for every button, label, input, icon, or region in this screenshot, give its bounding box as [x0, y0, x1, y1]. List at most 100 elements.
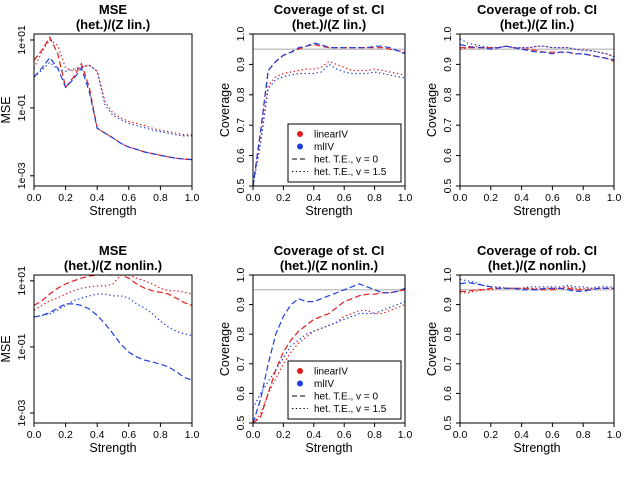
panel-title: MSE — [99, 2, 128, 17]
x-tick-label: 0.4 — [306, 429, 321, 441]
x-tick-label: 0.0 — [246, 429, 261, 441]
panel-title: Coverage of rob. CI — [477, 243, 597, 258]
x-tick-label: 0.2 — [276, 192, 291, 204]
x-tick-label: 0.4 — [90, 429, 105, 441]
y-tick-label: 0.7 — [235, 356, 247, 371]
x-tick-label: 1.0 — [607, 192, 622, 204]
y-tick-label: 0.5 — [235, 179, 247, 194]
legend-box — [287, 360, 402, 420]
y-tick-label: 0.7 — [442, 118, 454, 133]
y-tick-label: 0.7 — [235, 118, 247, 133]
legend-item-label: het. T.E., v = 0 — [314, 155, 378, 166]
y-tick-label: 0.5 — [235, 416, 247, 431]
x-axis-label: Strength — [513, 204, 560, 218]
panel-0: MSE(het.)/(Z lin.)0.0 0.2 0.4 0.6 0.8 1.01e+0… — [0, 2, 199, 218]
y-axis-label: Coverage — [425, 83, 439, 137]
y-tick-label: 1e-01 — [16, 94, 28, 121]
x-axis-label: Strength — [89, 441, 136, 455]
x-tick-label: 0.6 — [121, 192, 136, 204]
series-line-linearIV-v1.5 — [253, 60, 405, 186]
panel-title: Coverage of st. CI — [274, 2, 385, 17]
panel-1: Coverage of st. CI(het.)/(Z lin.) 0.0 0.2 0… — [218, 2, 412, 218]
x-tick-label: 0.6 — [121, 429, 136, 441]
series-line-linearIV-v0 — [34, 36, 192, 161]
x-axis-label: Strength — [305, 441, 352, 455]
x-tick-label: 0.2 — [483, 192, 498, 204]
x-tick-label: 0.8 — [153, 429, 168, 441]
y-tick-label: 0.8 — [235, 327, 247, 342]
x-tick-label: 0.0 — [27, 192, 42, 204]
series-line-linearIV-v1.5 — [460, 286, 614, 294]
x-axis-label: Strength — [89, 204, 136, 218]
series-line-linearIV-v1.5 — [34, 275, 192, 311]
x-tick-label: 0.6 — [545, 429, 560, 441]
x-tick-label: 0.8 — [367, 429, 382, 441]
x-tick-label: 0.0 — [453, 192, 468, 204]
x-tick-label: 0.8 — [367, 192, 382, 204]
y-tick-label: 0.9 — [235, 57, 247, 72]
x-tick-label: 0.0 — [246, 192, 261, 204]
x-tick-label: 0.8 — [576, 192, 591, 204]
panel-subtitle: (het.)/(Z lin.) — [500, 17, 574, 32]
x-tick-label: 0.4 — [514, 192, 529, 204]
x-tick-label: 0.4 — [306, 192, 321, 204]
series-line-linearIV-v0 — [460, 45, 614, 62]
legend-box — [287, 123, 402, 183]
y-tick-label: 0.7 — [442, 356, 454, 371]
series-line-mlIV-v0 — [460, 281, 614, 292]
y-axis-label: Coverage — [218, 322, 232, 376]
series-line-mlIV-v1.5 — [253, 301, 405, 409]
y-tick-label: 0.5 — [442, 179, 454, 194]
panel-subtitle: (het.)/(Z nonlin.) — [64, 258, 162, 273]
y-tick-label: 0.6 — [235, 148, 247, 163]
panel-subtitle: (het.)/(Z lin.) — [76, 17, 150, 32]
series-line-mlIV-v0 — [34, 56, 192, 161]
legend-item-label: linearIV — [314, 130, 348, 141]
y-tick-label: 0.9 — [235, 297, 247, 312]
y-tick-label: 1.0 — [442, 27, 454, 42]
y-tick-label: 0.9 — [442, 297, 454, 312]
panel-3: MSE(het.)/(Z nonlin.)0.0 0.2 0.4 0.6 0.8 1.01… — [0, 243, 199, 455]
x-tick-label: 0.4 — [90, 192, 105, 204]
y-axis-label: Coverage — [425, 322, 439, 376]
series-line-mlIV-v0 — [34, 303, 192, 381]
panel-subtitle: (het.)/(Z nonlin.) — [280, 258, 378, 273]
panel-title: Coverage of rob. CI — [477, 2, 597, 17]
legend-item-label: het. T.E., v = 1.5 — [314, 167, 387, 178]
legend-dot — [297, 368, 303, 374]
x-tick-label: 0.0 — [27, 429, 42, 441]
x-tick-label: 0.2 — [58, 192, 73, 204]
y-tick-label: 1e-03 — [16, 399, 28, 426]
x-tick-label: 1.0 — [607, 429, 622, 441]
series-line-mlIV-v1.5 — [34, 61, 192, 137]
x-tick-label: 0.6 — [337, 192, 352, 204]
y-tick-label: 1e+01 — [16, 266, 28, 296]
y-tick-label: 0.6 — [442, 148, 454, 163]
legend-item-label: mlIV — [314, 142, 334, 153]
plot-frame — [33, 33, 193, 187]
x-tick-label: 1.0 — [398, 192, 413, 204]
y-tick-label: 0.8 — [442, 327, 454, 342]
plot-frame — [459, 274, 615, 424]
x-tick-label: 1.0 — [398, 429, 413, 441]
legend-dot — [297, 380, 303, 387]
panel-title: Coverage of st. CI — [274, 243, 385, 258]
x-tick-label: 0.8 — [576, 429, 591, 441]
y-tick-label: 0.8 — [235, 87, 247, 102]
x-tick-label: 0.2 — [58, 429, 73, 441]
y-tick-label: 1.0 — [442, 268, 454, 283]
series-line-mlIV-v1.5 — [34, 293, 192, 337]
plot-frame — [252, 33, 406, 187]
x-tick-label: 1.0 — [185, 192, 200, 204]
y-tick-label: 0.6 — [442, 386, 454, 401]
legend-dot — [297, 131, 303, 137]
x-axis-label: Strength — [305, 204, 352, 218]
series-line-mlIV-v1.5 — [253, 63, 405, 186]
x-tick-label: 0.8 — [153, 192, 168, 204]
y-tick-label: 0.9 — [442, 57, 454, 72]
x-tick-label: 0.6 — [337, 429, 352, 441]
